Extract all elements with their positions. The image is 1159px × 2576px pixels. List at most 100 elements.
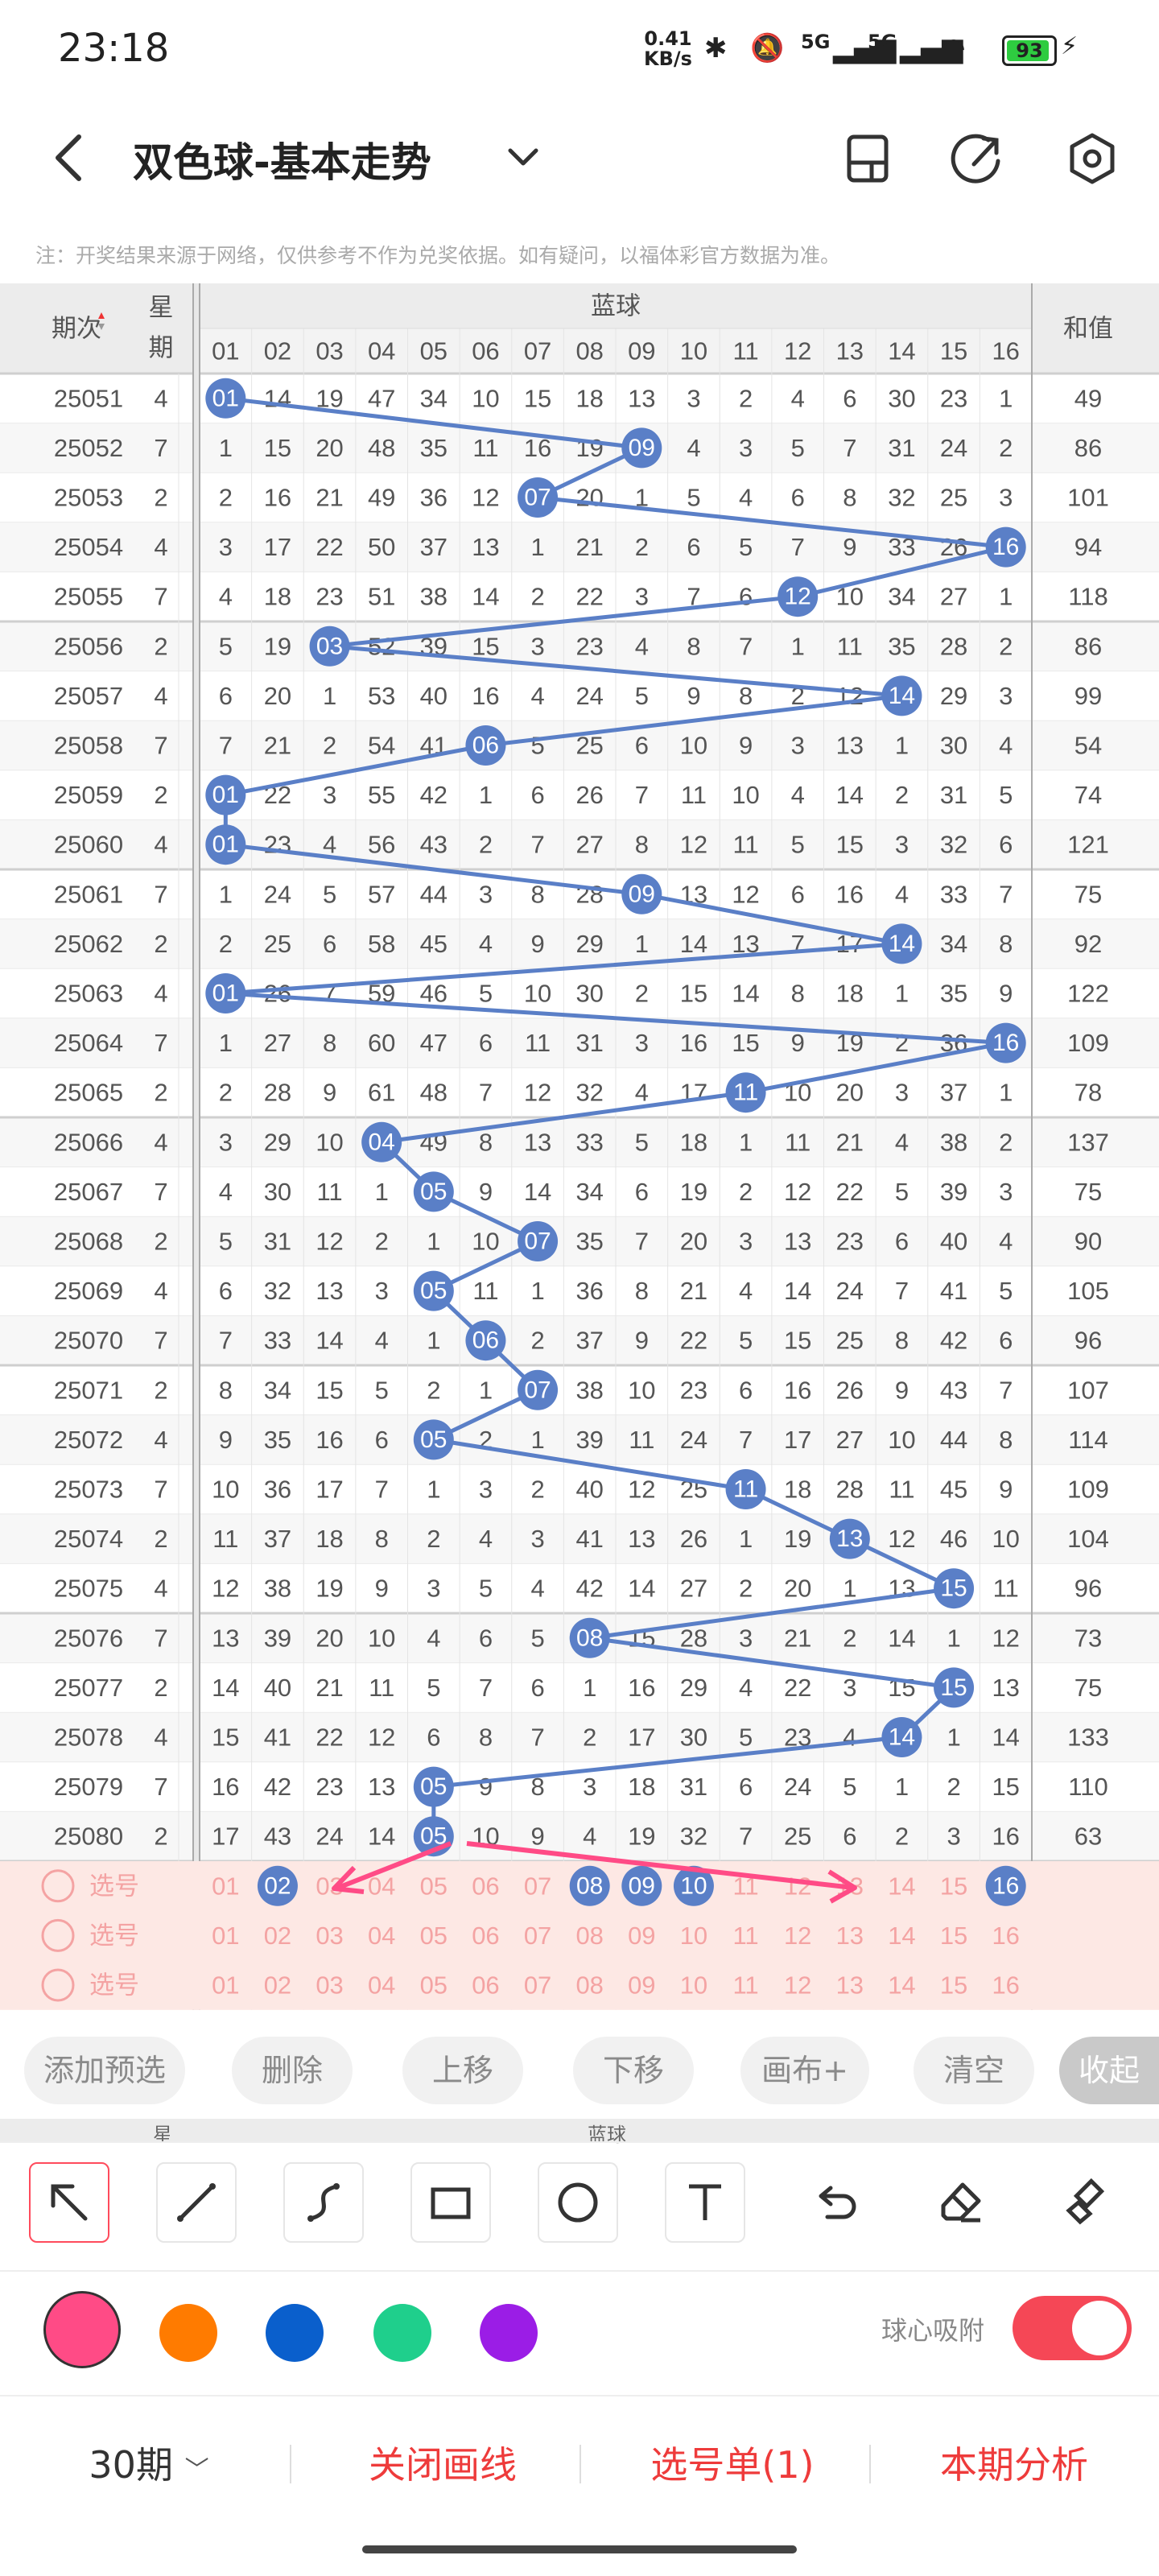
title-dropdown[interactable] [499,133,547,181]
pick-number[interactable]: 01 [212,1922,239,1950]
pick-number[interactable]: 09 [628,1971,655,2000]
pick-list-button[interactable]: 选号单(1) [650,2443,815,2487]
pick-number[interactable]: 03 [316,1922,343,1950]
selected-pick-ball[interactable] [569,1865,610,1906]
miss-count-cell: 4 [635,632,649,660]
pick-number[interactable]: 13 [836,1922,864,1950]
pick-number[interactable]: 12 [784,1971,811,2000]
color-swatch-pink[interactable] [43,2291,121,2368]
curve-tool[interactable] [283,2162,364,2243]
pick-number[interactable]: 07 [524,1922,551,1950]
pick-number[interactable]: 06 [472,1872,499,1900]
pick-number[interactable]: 09 [628,1922,655,1950]
pick-row-radio[interactable] [41,1869,75,1903]
pick-number[interactable]: 02 [264,1971,291,2000]
pick-row-radio[interactable] [41,1918,75,1952]
pick-number[interactable]: 06 [472,1971,499,2000]
pick-number[interactable]: 16 [992,1971,1019,2000]
share-button[interactable] [950,130,1006,187]
drawn-arrow-right[interactable] [466,1841,854,1890]
pick-number[interactable]: 04 [368,1922,395,1950]
sort-up-icon[interactable] [98,312,105,319]
miss-count-cell: 2 [999,1128,1013,1156]
color-swatch-purple[interactable] [480,2304,538,2362]
color-swatch-orange[interactable] [159,2304,217,2362]
circle-tool[interactable] [538,2162,618,2243]
selected-pick-number[interactable]: 02 [264,1872,291,1899]
pick-number[interactable]: 14 [888,1922,915,1950]
pick-number[interactable]: 02 [264,1922,291,1950]
selected-pick-number[interactable]: 16 [992,1872,1019,1899]
pick-number[interactable]: 16 [992,1922,1019,1950]
rectangle-tool[interactable] [410,2162,491,2243]
pick-number[interactable]: 05 [420,1922,448,1950]
selected-pick-ball[interactable] [621,1865,662,1906]
pick-number[interactable]: 06 [472,1922,499,1950]
canvas-plus-button[interactable]: 画布+ [740,2037,869,2104]
separator [290,2445,291,2483]
pick-number[interactable]: 08 [575,1922,603,1950]
drawn-arrow-left[interactable] [336,1841,452,1890]
pick-number[interactable]: 11 [732,1922,758,1950]
color-swatch-blue[interactable] [266,2304,324,2362]
selected-pick-number[interactable]: 10 [680,1872,707,1899]
pick-number[interactable]: 08 [575,1971,603,2000]
pick-number[interactable]: 15 [940,1922,967,1950]
pick-number[interactable]: 15 [940,1971,967,2000]
magnet-snap-toggle[interactable] [1013,2296,1132,2360]
move-up-button[interactable]: 上移 [402,2037,523,2104]
page-title[interactable]: 双色球-基本走势 [133,139,431,186]
pick-row-label[interactable]: 选号 [89,1922,139,1950]
rectangle-icon [431,2187,471,2219]
delete-button[interactable]: 删除 [232,2037,353,2104]
layout-toggle-button[interactable] [841,130,897,187]
undo-button[interactable] [794,2162,874,2243]
collapse-button[interactable]: 收起 [1059,2037,1159,2104]
pick-number[interactable]: 05 [420,1971,448,2000]
pick-number[interactable]: 14 [888,1971,915,2000]
pick-number[interactable]: 14 [888,1872,915,1900]
pick-number[interactable]: 11 [732,1971,758,2000]
pick-number[interactable]: 05 [420,1872,448,1900]
pick-number[interactable]: 07 [524,1971,551,2000]
selected-pick-number[interactable]: 08 [576,1872,603,1899]
pick-number[interactable]: 03 [316,1971,343,2000]
clear-drawing-button[interactable] [1048,2162,1128,2243]
text-tool[interactable] [665,2162,745,2243]
line-icon [177,2183,216,2222]
miss-count-cell: 6 [635,732,649,760]
sort-down-icon[interactable] [98,324,105,330]
pick-number[interactable]: 13 [836,1971,864,2000]
eraser-tool[interactable] [921,2162,1001,2243]
close-drawing-button[interactable]: 关闭画线 [369,2443,517,2487]
move-down-button[interactable]: 下移 [573,2037,694,2104]
color-swatch-green[interactable] [373,2304,431,2362]
period-select[interactable]: 30期 ﹀ [48,2396,250,2533]
pick-number[interactable]: 15 [940,1872,967,1900]
back-button[interactable] [47,129,92,187]
selected-pick-ball[interactable] [257,1865,298,1906]
pick-row-label[interactable]: 选号 [89,1872,139,1900]
selected-pick-ball[interactable] [673,1865,714,1906]
pick-number[interactable]: 10 [680,1922,707,1950]
settings-button[interactable] [1064,130,1120,187]
selected-pick-number[interactable]: 09 [629,1872,655,1899]
add-preselect-button[interactable]: 添加预选 [24,2037,185,2104]
miss-count-cell: 9 [219,1426,233,1454]
pick-number[interactable]: 12 [784,1872,811,1900]
line-tool[interactable] [156,2162,237,2243]
pick-row-radio[interactable] [41,1968,75,2002]
pick-number[interactable]: 07 [524,1872,551,1900]
pick-number[interactable]: 01 [212,1872,239,1900]
selected-pick-ball[interactable] [985,1865,1026,1906]
period-analysis-button[interactable]: 本期分析 [940,2443,1088,2487]
pick-number[interactable]: 01 [212,1971,239,2000]
pick-number[interactable]: 12 [784,1922,811,1950]
pick-number[interactable]: 10 [680,1971,707,2000]
period-header[interactable]: 期次 [52,315,101,343]
pick-number[interactable]: 04 [368,1971,395,2000]
clear-button[interactable]: 清空 [914,2037,1034,2104]
pick-row-label[interactable]: 选号 [89,1971,139,2000]
select-tool[interactable] [29,2162,109,2243]
